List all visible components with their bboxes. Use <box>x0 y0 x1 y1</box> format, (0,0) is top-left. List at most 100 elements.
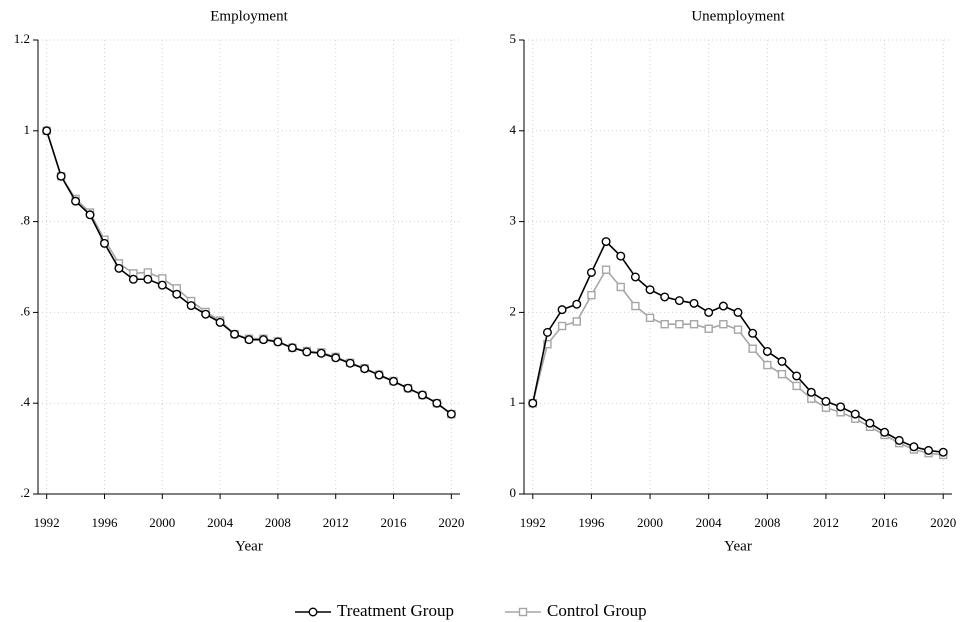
marker <box>909 442 919 452</box>
marker <box>201 309 211 319</box>
marker <box>143 274 153 284</box>
y-tick-label: 0 <box>510 485 517 500</box>
marker <box>733 325 743 334</box>
legend-label: Treatment Group <box>337 601 454 620</box>
marker <box>660 320 669 329</box>
y-tick-label: .2 <box>20 485 30 500</box>
x-tick-label: 2000 <box>637 515 663 530</box>
marker <box>374 370 384 380</box>
x-tick-label: 1996 <box>91 515 118 530</box>
marker <box>777 369 787 379</box>
marker <box>331 353 341 363</box>
marker <box>528 398 538 408</box>
x-tick-label: 2016 <box>381 515 408 530</box>
marker <box>601 237 611 247</box>
x-tick-label: 2004 <box>207 515 234 530</box>
x-tick-label: 1992 <box>520 515 546 530</box>
x-axis-label: Year <box>235 538 263 554</box>
x-tick-label: 2020 <box>438 515 464 530</box>
marker <box>718 301 728 311</box>
marker <box>719 320 728 329</box>
marker <box>360 364 370 374</box>
marker <box>417 390 427 400</box>
marker <box>806 387 816 397</box>
marker <box>114 263 124 273</box>
x-tick-label: 1996 <box>578 515 605 530</box>
marker <box>230 329 240 339</box>
marker <box>880 427 890 437</box>
marker <box>186 301 196 311</box>
marker <box>924 445 934 455</box>
y-tick-label: 1 <box>24 122 31 137</box>
x-tick-label: 2000 <box>149 515 175 530</box>
y-tick-label: 2 <box>510 303 517 318</box>
marker <box>689 320 699 329</box>
marker <box>674 296 684 306</box>
marker <box>572 317 581 326</box>
x-tick-label: 2004 <box>696 515 723 530</box>
marker <box>631 301 640 311</box>
marker <box>258 335 268 345</box>
marker <box>616 251 626 261</box>
chart-title: Employment <box>210 8 288 24</box>
y-tick-label: 1.2 <box>14 31 30 46</box>
marker <box>71 196 81 206</box>
marker <box>792 381 801 391</box>
marker <box>542 327 552 337</box>
marker <box>748 344 757 353</box>
marker <box>894 435 904 445</box>
marker <box>777 356 787 366</box>
series-line <box>45 130 452 415</box>
marker <box>128 274 138 284</box>
marker <box>792 371 802 381</box>
marker <box>244 335 254 345</box>
marker <box>543 339 552 349</box>
marker <box>557 321 567 331</box>
marker <box>287 343 297 353</box>
marker <box>215 317 225 327</box>
x-tick-label: 2012 <box>813 515 839 530</box>
marker <box>645 285 655 295</box>
marker <box>704 324 713 333</box>
marker <box>850 409 860 419</box>
marker <box>836 402 846 412</box>
y-tick-label: 1 <box>510 394 517 409</box>
y-tick-label: .4 <box>20 394 30 409</box>
legend-label: Control Group <box>547 601 647 620</box>
x-tick-label: 2008 <box>265 515 291 530</box>
marker <box>660 292 670 302</box>
marker <box>821 396 831 406</box>
marker <box>587 290 596 300</box>
y-tick-label: 4 <box>510 122 517 137</box>
marker <box>56 171 66 181</box>
marker <box>518 607 528 617</box>
marker <box>865 418 875 428</box>
marker <box>601 265 611 274</box>
x-axis-label: Year <box>724 538 752 554</box>
y-tick-label: 3 <box>510 213 517 228</box>
marker <box>273 337 283 347</box>
marker <box>616 282 625 292</box>
x-tick-label: 2012 <box>323 515 349 530</box>
marker <box>557 305 567 315</box>
chart-title: Unemployment <box>691 8 785 24</box>
marker <box>85 210 95 220</box>
marker <box>748 328 758 338</box>
marker <box>586 267 596 277</box>
marker <box>157 280 167 290</box>
marker <box>99 238 109 248</box>
marker <box>316 348 326 358</box>
series-line <box>45 130 452 415</box>
marker <box>630 272 640 282</box>
marker <box>704 307 714 317</box>
y-tick-label: .6 <box>20 303 30 318</box>
marker <box>446 409 456 419</box>
marker <box>345 358 355 368</box>
marker <box>42 126 52 136</box>
x-tick-label: 1992 <box>34 515 60 530</box>
x-tick-label: 2020 <box>930 515 956 530</box>
marker <box>389 376 399 386</box>
marker <box>733 307 743 317</box>
marker <box>675 320 684 329</box>
